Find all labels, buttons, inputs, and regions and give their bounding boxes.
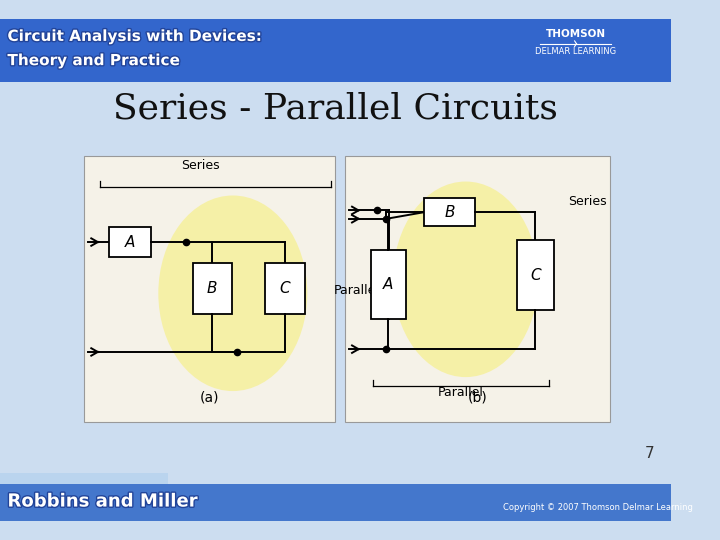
Text: Circuit Analysis with Devices:: Circuit Analysis with Devices:: [7, 29, 261, 44]
Text: Theory and Practice: Theory and Practice: [7, 53, 179, 68]
Bar: [0, 18, 670, 82]
Text: A: A: [125, 234, 135, 249]
Bar: [0, 473, 168, 522]
Bar: [109, 227, 151, 257]
Ellipse shape: [393, 181, 539, 377]
Text: Robbins and Miller: Robbins and Miller: [7, 492, 196, 510]
Ellipse shape: [158, 195, 307, 391]
Text: DELMAR LEARNING: DELMAR LEARNING: [535, 47, 616, 56]
Text: C: C: [530, 268, 541, 282]
Bar: [0, 484, 670, 522]
Text: THOMSON: THOMSON: [546, 29, 606, 39]
Text: C: C: [279, 281, 290, 296]
Text: Parallel: Parallel: [333, 284, 379, 297]
Text: Series: Series: [181, 159, 220, 172]
Text: Series - Parallel Circuits: Series - Parallel Circuits: [113, 91, 558, 125]
Text: (b): (b): [467, 390, 487, 404]
Text: Parallel: Parallel: [438, 386, 484, 399]
Text: 7: 7: [645, 446, 654, 461]
Text: B: B: [444, 205, 454, 220]
Bar: [193, 262, 232, 314]
Text: B: B: [207, 281, 217, 296]
Bar: [0, 18, 372, 82]
Text: A: A: [383, 277, 394, 292]
Bar: [371, 249, 406, 319]
Bar: [84, 157, 336, 422]
Text: (a): (a): [199, 390, 220, 404]
Bar: [517, 240, 554, 310]
Bar: [345, 157, 610, 422]
Bar: [266, 262, 305, 314]
Text: Series: Series: [568, 195, 607, 208]
Text: Copyright © 2007 Thomson Delmar Learning: Copyright © 2007 Thomson Delmar Learning: [503, 503, 693, 512]
Bar: [424, 198, 475, 226]
